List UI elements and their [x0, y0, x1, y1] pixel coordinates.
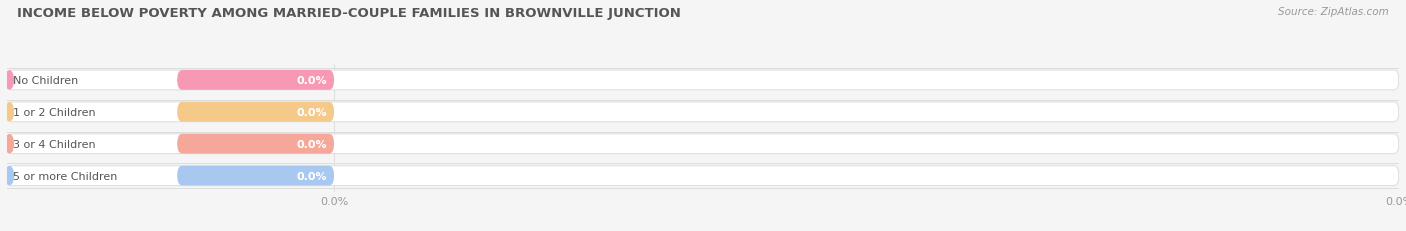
- Text: 3 or 4 Children: 3 or 4 Children: [13, 139, 96, 149]
- FancyBboxPatch shape: [7, 166, 1399, 186]
- FancyBboxPatch shape: [7, 134, 1399, 154]
- Circle shape: [6, 103, 14, 121]
- FancyBboxPatch shape: [177, 103, 335, 122]
- FancyBboxPatch shape: [7, 71, 1399, 90]
- Text: 5 or more Children: 5 or more Children: [13, 171, 118, 181]
- FancyBboxPatch shape: [177, 134, 335, 154]
- Text: 0.0%: 0.0%: [297, 76, 328, 85]
- Text: 1 or 2 Children: 1 or 2 Children: [13, 107, 96, 117]
- Text: 0.0%: 0.0%: [297, 107, 328, 117]
- FancyBboxPatch shape: [177, 71, 335, 90]
- Text: No Children: No Children: [13, 76, 79, 85]
- Circle shape: [6, 135, 14, 153]
- Text: 0.0%: 0.0%: [297, 139, 328, 149]
- Circle shape: [6, 72, 14, 90]
- Text: INCOME BELOW POVERTY AMONG MARRIED-COUPLE FAMILIES IN BROWNVILLE JUNCTION: INCOME BELOW POVERTY AMONG MARRIED-COUPL…: [17, 7, 681, 20]
- FancyBboxPatch shape: [7, 103, 1399, 122]
- Circle shape: [6, 167, 14, 185]
- Text: 0.0%: 0.0%: [297, 171, 328, 181]
- Text: Source: ZipAtlas.com: Source: ZipAtlas.com: [1278, 7, 1389, 17]
- FancyBboxPatch shape: [177, 166, 335, 186]
